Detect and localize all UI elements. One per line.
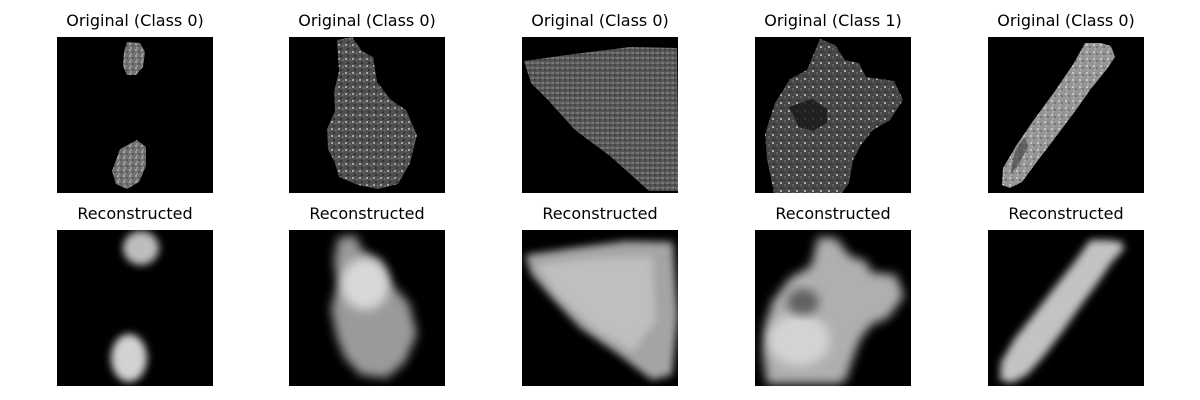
reconstructed-image-4-svg (755, 230, 911, 386)
reconstructed-title-5: Reconstructed (1008, 204, 1124, 223)
original-image-1-svg (57, 37, 213, 193)
original-image-4-svg (755, 37, 911, 193)
reconstructed-panel-2: Reconstructed (289, 204, 445, 386)
original-image-5-svg (988, 37, 1144, 193)
original-panel-2: Original (Class 0) (289, 11, 445, 193)
reconstructed-image-1-svg (57, 230, 213, 386)
original-panel-3: Original (Class 0) (522, 11, 678, 193)
reconstructed-panel-3: Reconstructed (522, 204, 678, 386)
original-image-4 (755, 37, 911, 193)
original-title-5: Original (Class 0) (997, 11, 1135, 30)
reconstructed-image-4 (755, 230, 911, 386)
original-panel-1: Original (Class 0) (57, 11, 213, 193)
original-panel-5: Original (Class 0) (988, 11, 1144, 193)
reconstructed-image-2-svg (289, 230, 445, 386)
original-title-3: Original (Class 0) (531, 11, 669, 30)
original-image-3 (522, 37, 678, 193)
reconstructed-image-2 (289, 230, 445, 386)
original-image-2 (289, 37, 445, 193)
original-image-3-svg (522, 37, 678, 193)
reconstructed-panel-5: Reconstructed (988, 204, 1144, 386)
reconstructed-panel-1: Reconstructed (57, 204, 213, 386)
reconstructed-image-3-svg (522, 230, 678, 386)
reconstructed-title-2: Reconstructed (309, 204, 425, 223)
original-panel-4: Original (Class 1) (755, 11, 911, 193)
original-title-4: Original (Class 1) (764, 11, 902, 30)
reconstructed-title-1: Reconstructed (77, 204, 193, 223)
reconstructed-title-3: Reconstructed (542, 204, 658, 223)
reconstructed-image-5 (988, 230, 1144, 386)
original-image-5 (988, 37, 1144, 193)
original-title-2: Original (Class 0) (298, 11, 436, 30)
original-title-1: Original (Class 0) (66, 11, 204, 30)
reconstructed-image-5-svg (988, 230, 1144, 386)
reconstructed-image-3 (522, 230, 678, 386)
reconstructed-image-1 (57, 230, 213, 386)
reconstructed-panel-4: Reconstructed (755, 204, 911, 386)
original-image-1 (57, 37, 213, 193)
original-image-2-svg (289, 37, 445, 193)
reconstructed-title-4: Reconstructed (775, 204, 891, 223)
